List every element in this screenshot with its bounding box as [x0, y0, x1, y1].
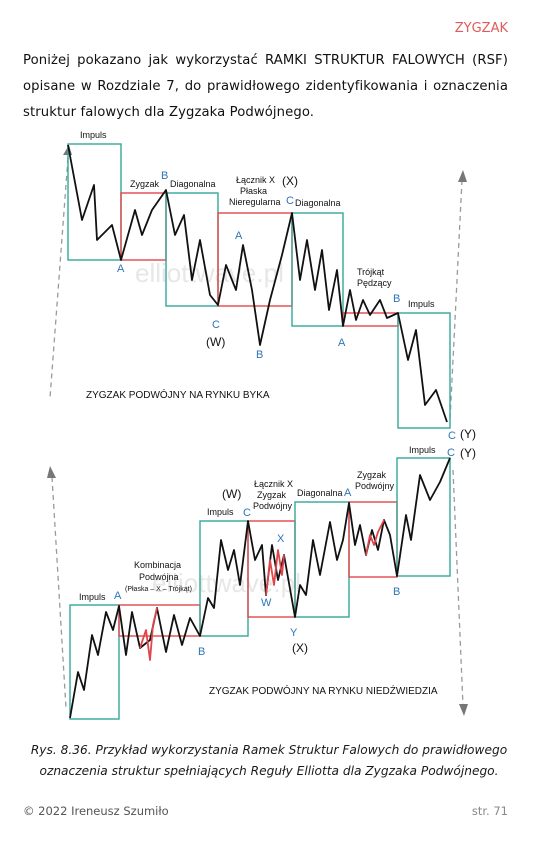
red-subwave-komb — [139, 607, 158, 661]
label-zygzak: Zygzak — [130, 179, 160, 189]
frame-diagonalna-b — [294, 501, 350, 618]
point-b3-bull: B — [393, 293, 400, 305]
price-path-bear — [69, 457, 451, 719]
footer-copyright: © 2022 Ireneusz Szumiło — [23, 804, 169, 818]
arrow-top-left — [49, 157, 69, 399]
arrow-bottom-right-head — [459, 704, 468, 716]
frame-zygzak — [120, 192, 167, 261]
label-y-bull: (Y) — [460, 427, 476, 441]
title-bear: ZYGZAK PODWÓJNY NA RYNKU NIEDŹWIEDZIA — [209, 684, 438, 697]
frame-diagonalna-1 — [165, 192, 219, 307]
point-a2-bull: A — [235, 230, 243, 242]
point-c3-bull: C — [448, 430, 456, 442]
point-b2-bull: B — [256, 349, 263, 361]
label-diagonalna-2: Diagonalna — [295, 198, 341, 208]
frame-impuls-b1 — [69, 604, 120, 720]
label-lacznik-2: Płaska — [240, 186, 267, 196]
label-lacznik-b3: Podwójny — [253, 501, 293, 511]
label-w-bear: (W) — [222, 487, 241, 501]
label-komb-2: Podwójna — [139, 572, 179, 582]
section-header: ZYGZAK — [454, 21, 508, 36]
label-w-bull: (W) — [206, 335, 225, 349]
red-subwave-lacznik — [265, 549, 285, 596]
point-c2-bear: C — [447, 447, 455, 459]
label-impuls-b2: Impuls — [207, 507, 234, 517]
point-a1-bear: A — [114, 590, 122, 602]
point-c1-bear: C — [243, 507, 251, 519]
title-bull: ZYGZAK PODWÓJNY NA RYNKU BYKA — [86, 388, 270, 401]
label-impuls-b3: Impuls — [409, 445, 436, 455]
label-lacznik-b1: Łącznik X — [254, 479, 293, 489]
arrow-top-right — [449, 179, 463, 421]
figure-caption: Rys. 8.36. Przykład wykorzystania Ramek … — [0, 740, 538, 782]
caption-line-2: oznaczenia struktur spełniających Reguły… — [39, 764, 499, 778]
label-trojkat-2: Pędzący — [357, 278, 392, 288]
label-zygzak-b2: Podwójny — [355, 481, 395, 491]
caption-line-1: Rys. 8.36. Przykład wykorzystania Ramek … — [30, 743, 508, 757]
arrow-top-right-head — [458, 170, 467, 182]
label-komb-1: Kombinacja — [134, 560, 181, 570]
arrow-bottom-right — [452, 469, 464, 707]
point-c1-bull: C — [212, 319, 220, 331]
point-a1-bull: A — [117, 263, 125, 275]
point-b2-bear: B — [393, 586, 400, 598]
point-y-bear: Y — [290, 627, 298, 639]
watermark-top: elliottwave.pl — [135, 258, 284, 288]
label-y-bear: (Y) — [460, 446, 476, 460]
point-b1-bear: B — [198, 646, 205, 658]
price-path-bull — [67, 144, 448, 423]
label-impuls-1: Impuls — [80, 130, 107, 140]
frame-diagonalna-2 — [291, 212, 344, 327]
label-lacznik-3: Nieregularna — [229, 197, 281, 207]
label-trojkat-1: Trójkąt — [357, 267, 385, 277]
red-subwave-zygzak — [365, 519, 385, 556]
label-impuls-2: Impuls — [408, 299, 435, 309]
footer-page-number: str. 71 — [471, 804, 508, 818]
frame-impuls-2 — [397, 312, 451, 429]
label-diagonalna-1: Diagonalna — [170, 179, 216, 189]
intro-paragraph: Poniżej pokazano jak wykorzystać RAMKI S… — [23, 53, 508, 120]
label-impuls-b1: Impuls — [79, 592, 106, 602]
arrow-bottom-left — [51, 476, 67, 709]
point-a2-bear: A — [344, 487, 352, 499]
arrow-bottom-left-head — [47, 466, 56, 478]
label-lacznik-1: Łącznik X — [236, 175, 275, 185]
point-x-bear: X — [277, 533, 285, 545]
label-diagonalna-b: Diagonalna — [297, 488, 343, 498]
label-x-bear: (X) — [292, 641, 308, 655]
label-lacznik-b2: Zygzak — [257, 490, 287, 500]
point-a3-bull: A — [338, 337, 346, 349]
frame-impuls-b3 — [396, 457, 451, 577]
label-zygzak-b1: Zygzak — [357, 470, 387, 480]
label-x-bull: (X) — [282, 174, 298, 188]
label-komb-3: (Płaska – X – Trójkąt) — [125, 586, 192, 593]
point-w-bear: W — [261, 597, 272, 609]
point-c2-bull: C — [286, 195, 294, 207]
point-b1-bull: B — [161, 170, 168, 182]
